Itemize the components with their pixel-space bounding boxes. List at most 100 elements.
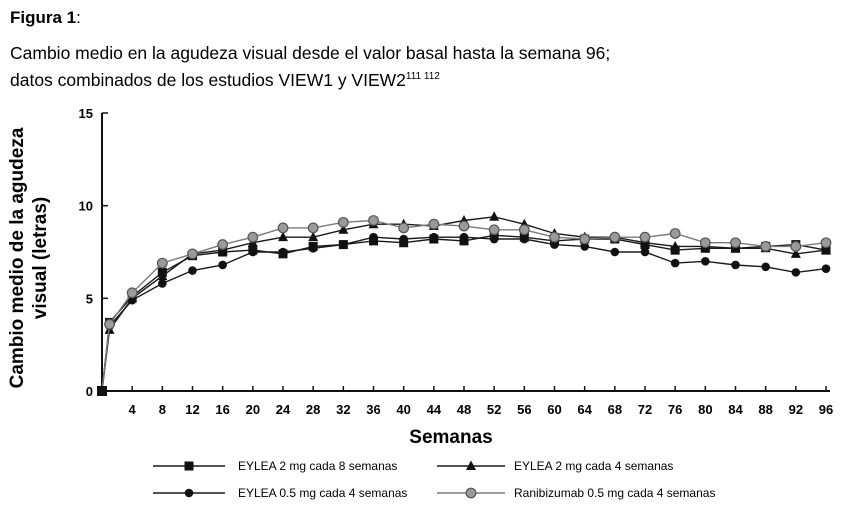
- data-point: [458, 220, 470, 232]
- data-point: [699, 237, 711, 249]
- figure-label-colon: :: [76, 8, 81, 27]
- x-tick-label: 32: [336, 402, 350, 417]
- x-tick-label: 12: [185, 402, 199, 417]
- data-point: [670, 240, 681, 251]
- data-point: [218, 260, 227, 270]
- data-point: [337, 216, 349, 228]
- legend-label: EYLEA 0.5 mg cada 4 semanas: [238, 486, 407, 500]
- data-point: [104, 318, 115, 330]
- data-point: [248, 247, 258, 257]
- y-tick-label: 15: [79, 106, 93, 121]
- legend-label: EYLEA 2 mg cada 8 semanas: [238, 459, 397, 473]
- y-tick-label: 10: [79, 199, 93, 214]
- data-point: [277, 222, 289, 234]
- data-point: [488, 224, 500, 236]
- data-point: [518, 224, 530, 236]
- data-point: [760, 241, 772, 252]
- y-tick-label: 5: [86, 291, 93, 306]
- data-point: [640, 247, 650, 257]
- data-point: [549, 231, 560, 243]
- legend-marker: [466, 460, 476, 470]
- x-tick-label: 76: [668, 402, 682, 417]
- data-point: [368, 215, 379, 226]
- data-point: [187, 248, 198, 260]
- data-point: [338, 224, 349, 234]
- data-point: [669, 228, 681, 239]
- data-point: [761, 262, 770, 272]
- chart-series: [97, 211, 832, 396]
- chart-axes: 4 8 12 16 20 24 28 32 36 40 44 48 52 56 60 64 68 72 76 80 84…: [79, 106, 834, 417]
- data-point: [821, 264, 831, 273]
- data-point: [156, 257, 168, 269]
- legend-marker: [184, 461, 194, 471]
- legend-label: EYLEA 2 mg cada 4 semanas: [514, 459, 673, 473]
- data-point: [158, 279, 167, 288]
- data-point: [127, 295, 137, 305]
- series-1: [97, 230, 831, 396]
- data-point: [580, 242, 589, 251]
- x-tick-label: 84: [728, 402, 743, 417]
- legend-entry: Ranibizumab 0.5 mg cada 4 semanas: [437, 486, 715, 500]
- x-tick-label: 96: [819, 402, 833, 417]
- x-tick-label: 52: [487, 402, 501, 417]
- legend-marker: [184, 488, 194, 498]
- data-point: [790, 241, 802, 252]
- x-tick-label: 80: [698, 402, 712, 417]
- baseline-point: [97, 386, 107, 396]
- data-point: [157, 270, 168, 281]
- y-axis-title-line-1: Cambio medio de la agudeza: [7, 127, 28, 388]
- data-point: [730, 237, 741, 249]
- data-point: [670, 258, 680, 268]
- figure-number: Figura 1: [10, 8, 77, 27]
- legend-label: Ranibizumab 0.5 mg cada 4 semanas: [514, 486, 715, 500]
- data-point: [307, 222, 319, 234]
- x-tick-label: 48: [457, 402, 471, 417]
- data-point: [399, 234, 408, 244]
- data-point: [790, 248, 801, 258]
- data-point: [369, 232, 378, 242]
- data-point: [308, 231, 319, 242]
- data-point: [339, 240, 348, 249]
- x-tick-label: 72: [638, 402, 652, 417]
- data-point: [489, 211, 500, 221]
- x-tick-label: 20: [246, 402, 260, 417]
- x-axis-title: Semanas: [409, 427, 492, 448]
- x-tick-label: 88: [758, 402, 772, 417]
- data-point: [639, 231, 651, 243]
- x-tick-label: 92: [789, 402, 803, 417]
- chart-legend: EYLEA 2 mg cada 8 semanas EYLEA 2 mg cada…: [153, 459, 715, 500]
- legend-entry: EYLEA 0.5 mg cada 4 semanas: [153, 486, 407, 500]
- data-point: [489, 234, 499, 244]
- figure-label: Figura 1:: [10, 8, 81, 28]
- data-point: [428, 218, 440, 230]
- legend-entry: EYLEA 2 mg cada 8 semanas: [153, 459, 397, 473]
- data-point: [278, 247, 288, 257]
- data-point: [308, 243, 318, 253]
- data-point: [429, 232, 439, 242]
- data-point: [731, 260, 740, 270]
- series-3: [97, 232, 831, 396]
- data-point: [520, 234, 529, 244]
- data-point: [579, 233, 591, 245]
- data-point: [278, 231, 288, 242]
- data-point: [609, 231, 621, 243]
- y-axis-title-line-2: visual (letras): [30, 197, 51, 320]
- x-tick-label: 16: [215, 402, 229, 417]
- legend-entry: EYLEA 2 mg cada 4 semanas: [437, 459, 673, 473]
- data-point: [398, 222, 410, 234]
- caption-line-1: Cambio medio en la agudeza visual desde …: [10, 43, 611, 63]
- series-line: [101, 234, 827, 392]
- series-line: [101, 219, 827, 392]
- data-point: [188, 266, 197, 275]
- data-point: [791, 268, 801, 277]
- x-tick-label: 68: [608, 402, 622, 417]
- x-tick-label: 24: [276, 402, 291, 417]
- figure-caption: Cambio medio en la agudeza visual desde …: [10, 42, 840, 92]
- data-point: [459, 232, 469, 242]
- legend-marker: [465, 487, 477, 499]
- x-tick-label: 56: [517, 402, 531, 417]
- x-tick-label: 36: [366, 402, 380, 417]
- caption-line-2: datos combinados de los estudios VIEW1 y…: [10, 65, 840, 92]
- data-point: [820, 237, 832, 249]
